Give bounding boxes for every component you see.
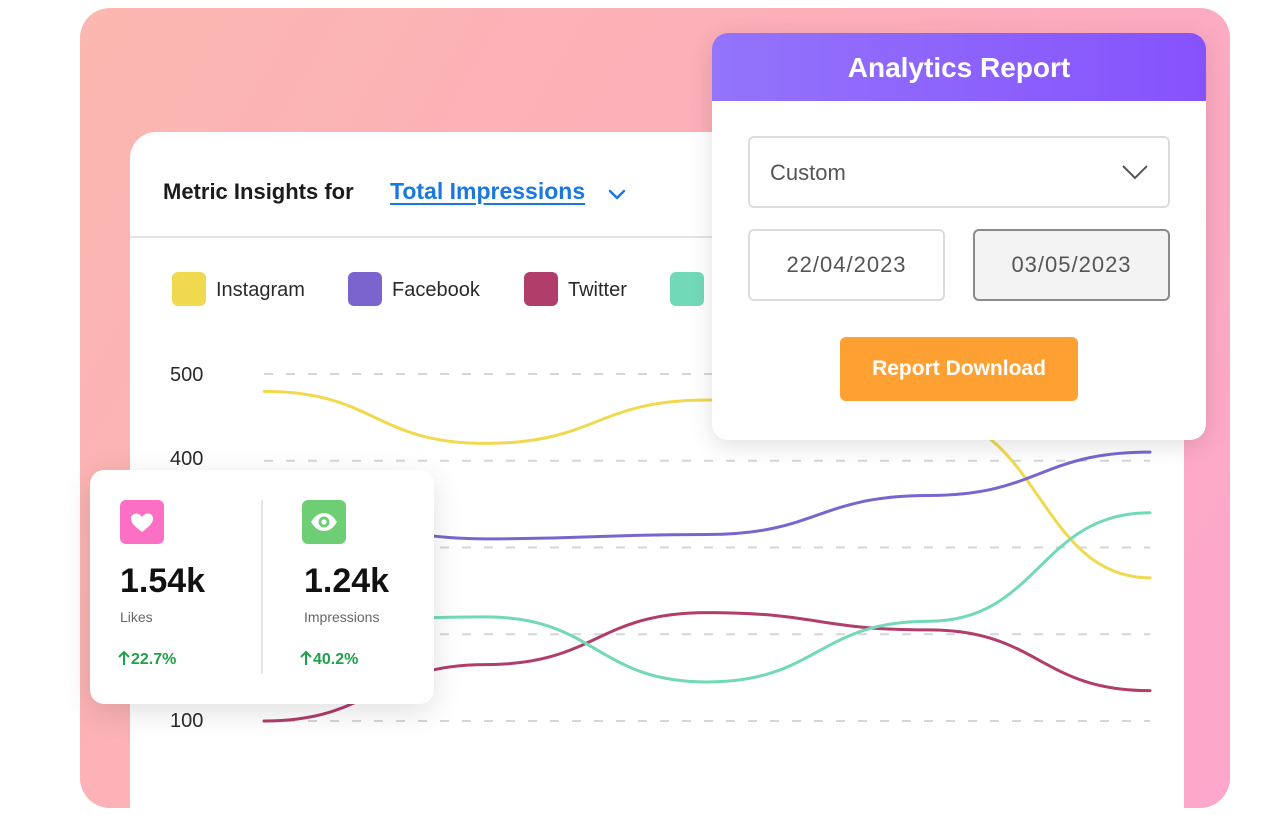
legend-swatch <box>172 272 206 306</box>
legend-label: Twitter <box>568 279 627 301</box>
arrow-up-icon <box>300 650 312 665</box>
legend-swatch <box>670 272 704 306</box>
y-tick-label: 100 <box>170 710 204 732</box>
legend-label: Instagram <box>216 279 305 301</box>
date-range-value: Custom <box>770 160 846 185</box>
date-range-select[interactable]: Custom <box>748 136 1170 208</box>
stats-card: 1.54k Likes 22.7% 1.24k Impressions 40.2… <box>90 470 434 704</box>
legend-swatch <box>348 272 382 306</box>
header-prefix: Metric Insights for <box>163 179 354 204</box>
heart-icon <box>120 500 164 544</box>
eye-icon <box>302 500 346 544</box>
impressions-change: 40.2% <box>299 650 358 669</box>
y-tick-label: 500 <box>170 364 204 386</box>
start-date-input[interactable] <box>748 229 945 301</box>
likes-change-value: 22.7% <box>131 651 177 668</box>
arrow-up-icon <box>118 650 130 665</box>
y-tick-label: 400 <box>170 448 204 470</box>
impressions-change-value: 40.2% <box>313 651 359 668</box>
analytics-report-panel: Analytics Report Custom Report Download <box>712 33 1206 440</box>
report-title: Analytics Report <box>847 52 1071 83</box>
chevron-down-icon <box>1122 165 1148 180</box>
series-line-1 <box>262 389 1152 580</box>
impressions-value: 1.24k <box>304 562 390 600</box>
report-download-button[interactable]: Report Download <box>840 337 1078 401</box>
report-header: Analytics Report <box>712 33 1206 101</box>
stats-divider <box>261 500 263 674</box>
likes-value: 1.54k <box>120 562 206 600</box>
metric-selector[interactable]: Total Impressions <box>390 178 586 204</box>
impressions-label: Impressions <box>304 609 380 625</box>
likes-label: Likes <box>120 609 153 625</box>
chevron-down-icon[interactable] <box>608 187 626 201</box>
legend-label: Facebook <box>392 279 480 301</box>
card-header: Metric Insights for Total Impressions <box>130 132 1184 238</box>
end-date-input[interactable] <box>973 229 1170 301</box>
legend-swatch <box>524 272 558 306</box>
likes-change: 22.7% <box>117 650 176 669</box>
